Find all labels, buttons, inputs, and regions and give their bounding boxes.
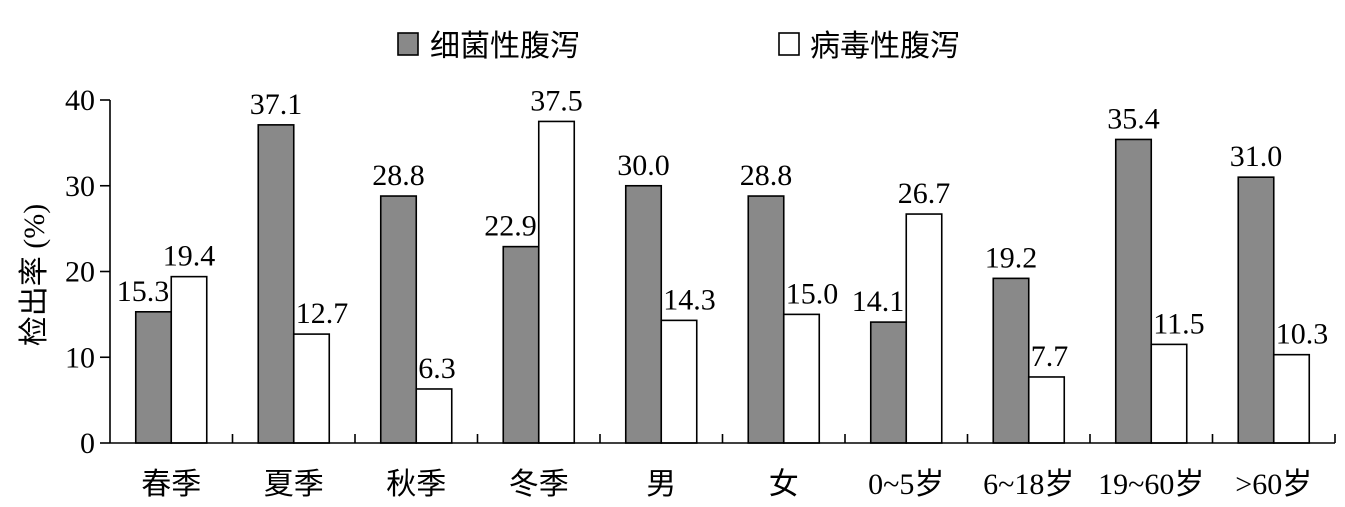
legend: 细菌性腹泻 病毒性腹泻: [397, 30, 960, 63]
value-label-series-2-cat-5: 14.3: [663, 283, 716, 316]
bar-series-1-cat-4: [502, 245, 540, 444]
bar-series-2-cat-3: [415, 388, 453, 444]
bar-series-1-cat-5: [624, 184, 663, 444]
bar-series-2-cat-7: [905, 213, 943, 444]
value-label-series-1-cat-3: 28.8: [372, 159, 425, 192]
value-label-series-2-cat-6: 15.0: [786, 277, 839, 310]
x-tick-label-2: 夏季: [264, 468, 324, 501]
bar-series-2-cat-5: [660, 319, 698, 444]
x-axis-ticks: 春季 夏季 秋季 冬季 男 女 0~5岁 6~18岁 19~60岁 >60岁: [141, 434, 1336, 501]
plot-area: 0 10 20 30 40 春季 夏季 秋季 冬季 男 女 0~5岁 6~18岁 19~60岁 >60岁 15…: [65, 84, 1336, 501]
value-label-series-2-cat-10: 10.3: [1276, 318, 1329, 351]
value-label-series-2-cat-1: 19.4: [163, 240, 216, 273]
x-tick-label-5: 男: [646, 468, 676, 501]
bar-series-2-cat-4: [537, 120, 576, 444]
y-tick-label-4: 40: [65, 84, 95, 117]
x-tick-label-10: >60岁: [1235, 468, 1312, 501]
bar-series-2-cat-2: [292, 333, 331, 444]
value-label-series-1-cat-7: 14.1: [852, 285, 905, 318]
value-label-series-1-cat-4: 22.9: [484, 210, 537, 243]
legend-label-series-1: 细菌性腹泻: [430, 30, 580, 63]
y-tick-label-0: 0: [80, 427, 95, 460]
value-label-series-2-cat-9: 11.5: [1153, 307, 1204, 340]
y-tick-label-3: 30: [65, 170, 95, 203]
value-label-series-2-cat-8: 7.7: [1031, 340, 1069, 373]
value-label-series-1-cat-2: 37.1: [250, 88, 303, 121]
legend-label-series-2: 病毒性腹泻: [810, 30, 960, 63]
value-label-series-2-cat-4: 37.5: [530, 84, 583, 117]
legend-swatch-series-2: [778, 32, 800, 56]
bars: [134, 120, 1311, 444]
bar-series-1-cat-7: [869, 321, 908, 444]
legend-swatch-series-1: [397, 32, 419, 56]
legend-item-series-1: 细菌性腹泻: [397, 30, 580, 63]
value-label-series-1-cat-5: 30.0: [617, 149, 670, 182]
value-label-series-1-cat-8: 19.2: [985, 241, 1038, 274]
value-label-series-1-cat-1: 15.3: [117, 275, 170, 308]
value-label-series-1-cat-10: 31.0: [1230, 140, 1283, 173]
x-tick-label-3: 秋季: [386, 468, 446, 501]
x-tick-label-4: 冬季: [509, 468, 569, 501]
y-axis-ticks: 0 10 20 30 40: [65, 84, 110, 460]
bar-series-1-cat-8: [992, 277, 1030, 444]
x-tick-label-7: 0~5岁: [868, 468, 944, 501]
x-tick-label-6: 女: [769, 468, 799, 501]
bar-series-1-cat-10: [1237, 176, 1275, 444]
bar-series-2-cat-10: [1272, 353, 1311, 444]
bar-series-2-cat-6: [782, 313, 821, 444]
bar-series-1-cat-6: [747, 195, 785, 444]
bar-series-1-cat-2: [257, 124, 295, 444]
value-label-series-1-cat-6: 28.8: [740, 159, 793, 192]
bar-series-1-cat-9: [1114, 138, 1153, 444]
value-label-series-2-cat-3: 6.3: [418, 352, 456, 385]
bar-series-1-cat-3: [379, 195, 418, 444]
y-tick-label-2: 20: [65, 256, 95, 289]
bar-series-2-cat-9: [1150, 343, 1188, 444]
x-tick-label-9: 19~60岁: [1098, 468, 1204, 501]
bar-series-2-cat-1: [170, 275, 208, 444]
value-label-series-2-cat-7: 26.7: [898, 177, 951, 210]
y-tick-label-1: 10: [65, 341, 95, 374]
x-tick-label-8: 6~18岁: [983, 468, 1074, 501]
y-axis-label: 检出率 (%): [18, 204, 51, 346]
data-labels: 15.3 37.1 28.8 22.9 30.0 28.8 14.1 19.2 35.4 31.0…: [117, 84, 1329, 385]
legend-item-series-2: 病毒性腹泻: [778, 30, 960, 63]
value-label-series-1-cat-9: 35.4: [1107, 102, 1160, 135]
bar-series-2-cat-8: [1027, 376, 1066, 444]
value-label-series-2-cat-2: 12.7: [296, 297, 349, 330]
bar-series-1-cat-1: [134, 311, 173, 444]
x-tick-label-1: 春季: [141, 468, 201, 501]
